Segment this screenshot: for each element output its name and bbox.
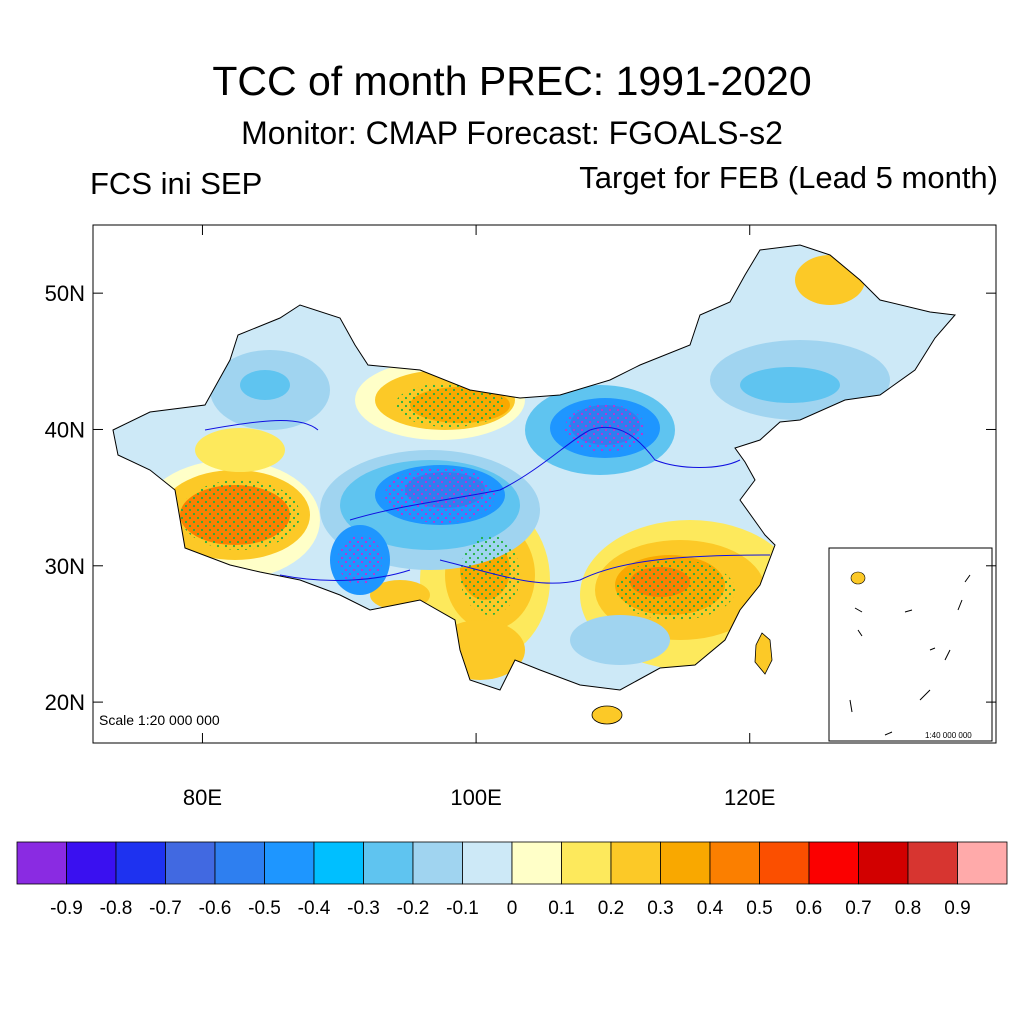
colorbar-label: 0.1 (548, 898, 574, 919)
colorbar-label: 0.6 (796, 898, 822, 919)
colorbar-swatch (709, 841, 760, 885)
inset-islands (849, 574, 971, 736)
colorbar-label: -0.3 (347, 898, 380, 919)
lat-tick-label: 40N (45, 417, 85, 442)
river-yellow (349, 426, 741, 521)
colorbar-label: -0.8 (100, 898, 133, 919)
colorbar-label: 0.2 (598, 898, 624, 919)
axis-ticks: 20N 30N 40N 50N 80E 100E 120E (45, 225, 996, 810)
river-yarlung (279, 569, 411, 581)
colorbar-swatch (214, 841, 265, 885)
colorbar-swatch (759, 841, 810, 885)
hainan-island (591, 705, 623, 725)
field-nw-tarim (195, 428, 285, 472)
field-nw-blue-core (240, 370, 290, 400)
inset-hainan (850, 571, 866, 585)
colorbar-swatch (264, 841, 315, 885)
colorbar-label: 0.7 (845, 898, 871, 919)
lon-tick-label: 100E (450, 785, 501, 810)
colorbar-swatch (16, 841, 67, 885)
colorbar-swatch (561, 841, 612, 885)
colorbar-swatch (115, 841, 166, 885)
colorbar-label: 0.8 (895, 898, 921, 919)
target-label: Target for FEB (Lead 5 month) (579, 160, 998, 195)
stipple-tibet (338, 535, 382, 585)
stipple-north (565, 404, 645, 452)
colorbar-label: -0.4 (298, 898, 331, 919)
river-tarim (204, 420, 319, 431)
colorbar-label: -0.2 (397, 898, 430, 919)
colorbar-swatch (907, 841, 958, 885)
colorbar-label: 0.4 (697, 898, 724, 919)
field-guangxi-blue (570, 615, 670, 665)
colorbar-swatch (858, 841, 909, 885)
colorbar-label: -0.1 (446, 898, 479, 919)
lat-tick-label: 20N (45, 690, 85, 715)
colorbar-label: 0.5 (746, 898, 772, 919)
colorbar-label: 0 (507, 898, 518, 919)
chart-subtitle: Monitor: CMAP Forecast: FGOALS-s2 (241, 115, 783, 151)
scale-label: Scale 1:20 000 000 (99, 712, 220, 728)
chart-title: TCC of month PREC: 1991-2020 (212, 58, 812, 104)
lat-tick-label: 50N (45, 281, 85, 306)
lat-tick-label: 30N (45, 554, 85, 579)
inset-map: 1:40 000 000 (828, 547, 993, 742)
colorbar-label: 0.9 (944, 898, 970, 919)
colorbar-swatch (412, 841, 463, 885)
stipple-junggar (395, 383, 505, 427)
stipple-qinghai (385, 467, 495, 523)
colorbar-swatch (66, 841, 117, 885)
init-label: FCS ini SEP (90, 166, 263, 201)
colorbar-swatch (462, 841, 513, 885)
colorbar-label: -0.7 (149, 898, 182, 919)
stipple-south (615, 560, 735, 620)
colorbar-swatch (610, 841, 661, 885)
stipple-sichuan (460, 535, 520, 615)
lon-tick-label: 120E (724, 785, 775, 810)
colorbar-label: -0.9 (50, 898, 83, 919)
river-yangtze (439, 554, 771, 584)
taiwan-island (754, 632, 773, 675)
inset-scale-label: 1:40 000 000 (925, 731, 972, 740)
colorbar-swatch (660, 841, 711, 885)
field-ne-blue-core (740, 367, 840, 403)
stipple-sw (180, 480, 300, 550)
colorbar-swatch (165, 841, 216, 885)
colorbar-label: 0.3 (647, 898, 673, 919)
colorbar-swatch (511, 841, 562, 885)
colorbar: -0.9 -0.8 -0.7 -0.6 -0.5 -0.4 -0.3 -0.2 -0.1 0 0.1… (16, 841, 1008, 919)
colorbar-swatch (313, 841, 364, 885)
colorbar-swatch (363, 841, 414, 885)
colorbar-swatch (808, 841, 859, 885)
colorbar-label: -0.6 (199, 898, 232, 919)
lon-tick-label: 80E (183, 785, 222, 810)
colorbar-swatch (957, 841, 1008, 885)
colorbar-label: -0.5 (248, 898, 281, 919)
